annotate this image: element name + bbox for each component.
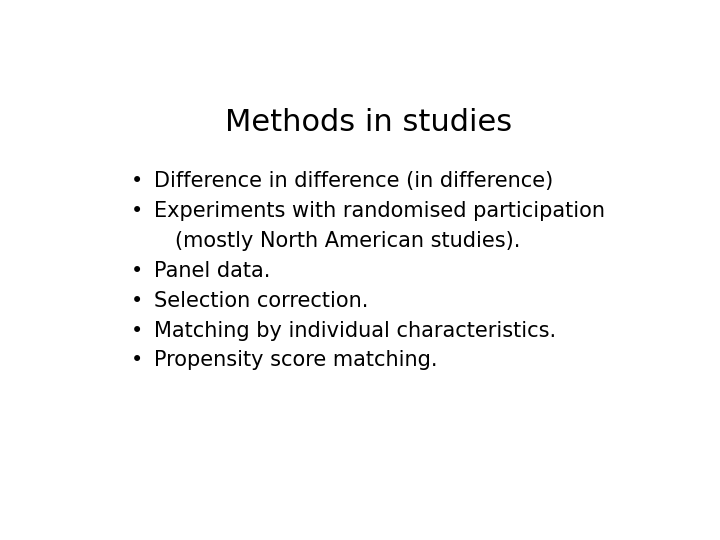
Text: •: •: [131, 261, 143, 281]
Text: •: •: [131, 171, 143, 191]
Text: Difference in difference (in difference): Difference in difference (in difference): [154, 171, 554, 191]
Text: •: •: [131, 321, 143, 341]
Text: Propensity score matching.: Propensity score matching.: [154, 350, 438, 370]
Text: Panel data.: Panel data.: [154, 261, 271, 281]
Text: (mostly North American studies).: (mostly North American studies).: [176, 231, 521, 251]
Text: Experiments with randomised participation: Experiments with randomised participatio…: [154, 201, 606, 221]
Text: Methods in studies: Methods in studies: [225, 109, 513, 138]
Text: •: •: [131, 350, 143, 370]
Text: •: •: [131, 291, 143, 310]
Text: Selection correction.: Selection correction.: [154, 291, 369, 310]
Text: Matching by individual characteristics.: Matching by individual characteristics.: [154, 321, 557, 341]
Text: •: •: [131, 201, 143, 221]
